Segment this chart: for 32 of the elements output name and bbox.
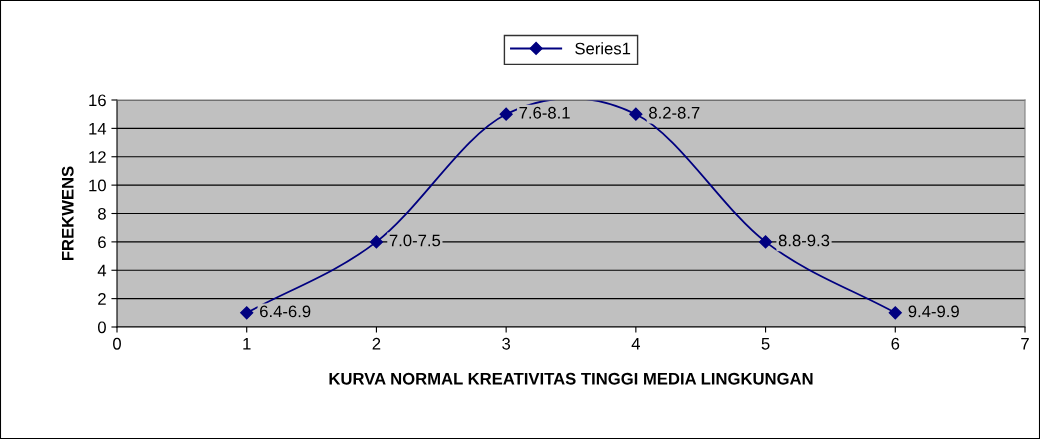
y-axis-title: FREKWENS xyxy=(61,166,74,261)
x-tick-label: 2 xyxy=(372,337,381,350)
point xyxy=(629,107,643,121)
x-tick-label: 1 xyxy=(243,338,251,350)
x-tick-label: 6 xyxy=(891,337,900,350)
annotation: 6.4-6.9 xyxy=(260,305,311,318)
point xyxy=(888,306,902,320)
y-tick-label: 16 xyxy=(89,94,106,107)
point xyxy=(499,107,513,121)
y-tick-label: 10 xyxy=(89,179,106,192)
annotation: 7.6-8.1 xyxy=(519,106,570,119)
y-tick-label: 0 xyxy=(97,321,106,334)
x-tick-label: 4 xyxy=(631,338,640,350)
y-tick-label: 8 xyxy=(98,207,106,220)
point xyxy=(758,235,773,249)
y-tick-label: 4 xyxy=(97,264,107,277)
y-tick-label: 14 xyxy=(89,122,107,135)
point xyxy=(369,235,384,249)
x-axis-title: KURVA NORMAL KREATIVITAS TINGGI MEDIA LINGKUNGAN xyxy=(329,372,813,385)
x-tick-label: 0 xyxy=(113,337,121,350)
x-tick-label: 3 xyxy=(502,337,511,350)
x-tick-label: 5 xyxy=(761,338,770,350)
y-tick-label: 12 xyxy=(89,151,106,163)
legend-label: Series1 xyxy=(575,42,631,55)
point xyxy=(240,306,254,320)
annotation: 7.0-7.5 xyxy=(389,234,441,247)
annotation: 9.4-9.9 xyxy=(908,305,959,318)
y-tick-label: 6 xyxy=(98,236,106,249)
y-tick-label: 2 xyxy=(98,293,106,305)
annotation: 8.2-8.7 xyxy=(649,106,700,119)
annotation: 8.8-9.3 xyxy=(778,234,830,247)
x-tick-label: 7 xyxy=(1021,338,1029,350)
